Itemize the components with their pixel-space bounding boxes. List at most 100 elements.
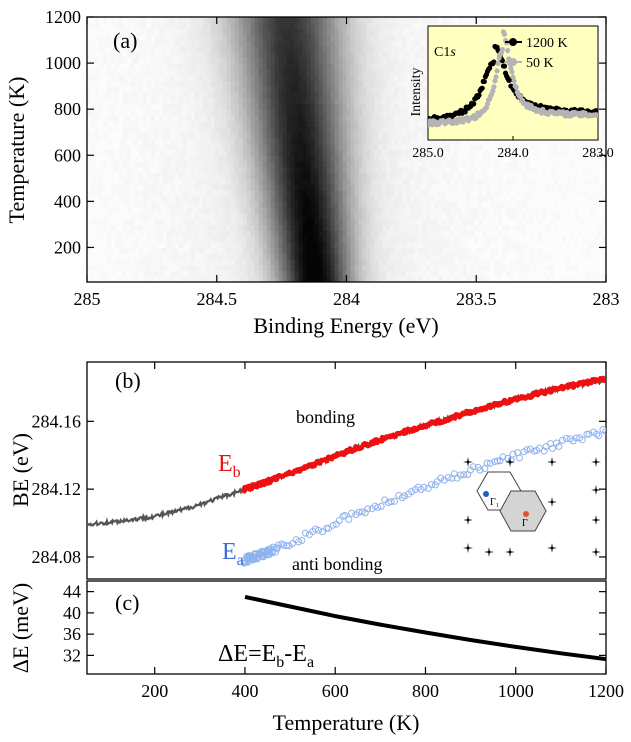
heatmap-cell	[238, 57, 244, 64]
heatmap-cell	[570, 178, 575, 185]
heatmap-cell	[486, 253, 491, 260]
heatmap-cell	[322, 224, 328, 231]
heatmap-cell	[346, 253, 352, 260]
heatmap-cell	[234, 126, 240, 133]
heatmap-cell	[490, 172, 495, 179]
heatmap-cell	[102, 212, 108, 220]
heatmap-cell	[346, 172, 352, 179]
heatmap-cell	[354, 68, 360, 76]
heatmap-cell	[178, 57, 184, 64]
heatmap-cell	[198, 132, 204, 139]
heatmap-cell	[214, 149, 220, 156]
heatmap-cell	[330, 172, 336, 179]
heatmap-cell	[134, 195, 140, 202]
heatmap-cell	[158, 166, 164, 174]
heatmap-cell	[222, 74, 228, 81]
heatmap-cell	[106, 74, 112, 81]
heatmap-cell	[530, 270, 535, 277]
heatmap-cell	[322, 68, 328, 76]
heatmap-cell	[554, 178, 559, 185]
heatmap-cell	[230, 68, 236, 76]
heatmap-cell	[258, 184, 264, 191]
heatmap-cell	[586, 184, 591, 191]
heatmap-cell	[342, 230, 348, 237]
heatmap-cell	[110, 57, 116, 64]
heatmap-cell	[150, 276, 156, 282]
heatmap-cell	[370, 235, 376, 243]
heatmap-cell	[298, 126, 304, 133]
heatmap-cell	[334, 224, 340, 231]
heatmap-cell	[226, 166, 232, 174]
heatmap-cell	[382, 74, 388, 81]
heatmap-cell	[506, 270, 511, 277]
heatmap-cell	[226, 235, 232, 243]
heatmap-cell	[190, 235, 196, 243]
heatmap-cell	[322, 230, 328, 237]
heatmap-cell	[442, 195, 447, 202]
heatmap-cell	[586, 149, 591, 156]
heatmap-cell	[242, 109, 248, 116]
heatmap-cell	[110, 132, 116, 139]
heatmap-cell	[122, 161, 128, 168]
heatmap-cell	[102, 253, 108, 260]
heatmap-cell	[170, 80, 176, 87]
heatmap-cell	[254, 137, 260, 145]
heatmap-cell	[574, 224, 579, 231]
heatmap-cell	[430, 137, 435, 145]
heatmap-cell	[522, 224, 527, 231]
heatmap-cell	[418, 230, 423, 237]
heatmap-cell	[302, 212, 308, 220]
heatmap-cell	[402, 212, 407, 220]
heatmap-cell	[134, 103, 140, 110]
heatmap-cell	[150, 241, 156, 249]
heatmap-cell	[194, 270, 200, 277]
heatmap-cell	[462, 149, 467, 156]
heatmap-cell	[242, 189, 248, 197]
heatmap-cell	[374, 161, 380, 168]
heatmap-cell	[470, 247, 475, 254]
heatmap-cell	[218, 230, 224, 237]
heatmap-cell	[138, 86, 144, 93]
heatmap-cell	[162, 137, 168, 145]
heatmap-cell	[582, 207, 587, 214]
heatmap-cell	[598, 155, 603, 162]
heatmap-cell	[530, 235, 535, 243]
heatmap-cell	[374, 270, 380, 277]
heatmap-cell	[158, 235, 164, 243]
heatmap-cell	[358, 189, 364, 197]
heatmap-cell	[470, 155, 475, 162]
heatmap-cell	[306, 161, 312, 168]
heatmap-cell	[406, 264, 411, 272]
heatmap-cell	[162, 184, 168, 191]
heatmap-cell	[330, 241, 336, 249]
heatmap-cell	[510, 276, 515, 282]
heatmap-cell	[370, 74, 376, 81]
heatmap-cell	[326, 189, 332, 197]
heatmap-cell	[450, 201, 455, 208]
heatmap-cell	[230, 63, 236, 70]
heatmap-cell	[334, 201, 340, 208]
heatmap-cell	[294, 155, 300, 162]
heatmap-cell	[282, 57, 288, 64]
heatmap-cell	[570, 137, 575, 145]
heatmap-cell	[278, 184, 284, 191]
heatmap-cell	[494, 247, 499, 254]
heatmap-cell	[286, 80, 292, 87]
heatmap-cell	[270, 195, 276, 202]
heatmap-cell	[114, 161, 120, 168]
heatmap-cell	[302, 120, 308, 128]
heatmap-cell	[106, 149, 112, 156]
heatmap-cell	[166, 201, 172, 208]
heatmap-cell	[254, 68, 260, 76]
heatmap-cell	[538, 264, 543, 272]
heatmap-cell	[98, 155, 104, 162]
heatmap-cell	[358, 224, 364, 231]
heatmap-cell	[466, 201, 471, 208]
heatmap-cell	[438, 218, 443, 225]
heatmap-cell	[326, 161, 332, 168]
heatmap-cell	[410, 166, 415, 174]
heatmap-cell	[214, 241, 220, 249]
heatmap-cell	[250, 149, 256, 156]
heatmap-cell	[578, 276, 583, 282]
heatmap-cell	[554, 189, 559, 197]
